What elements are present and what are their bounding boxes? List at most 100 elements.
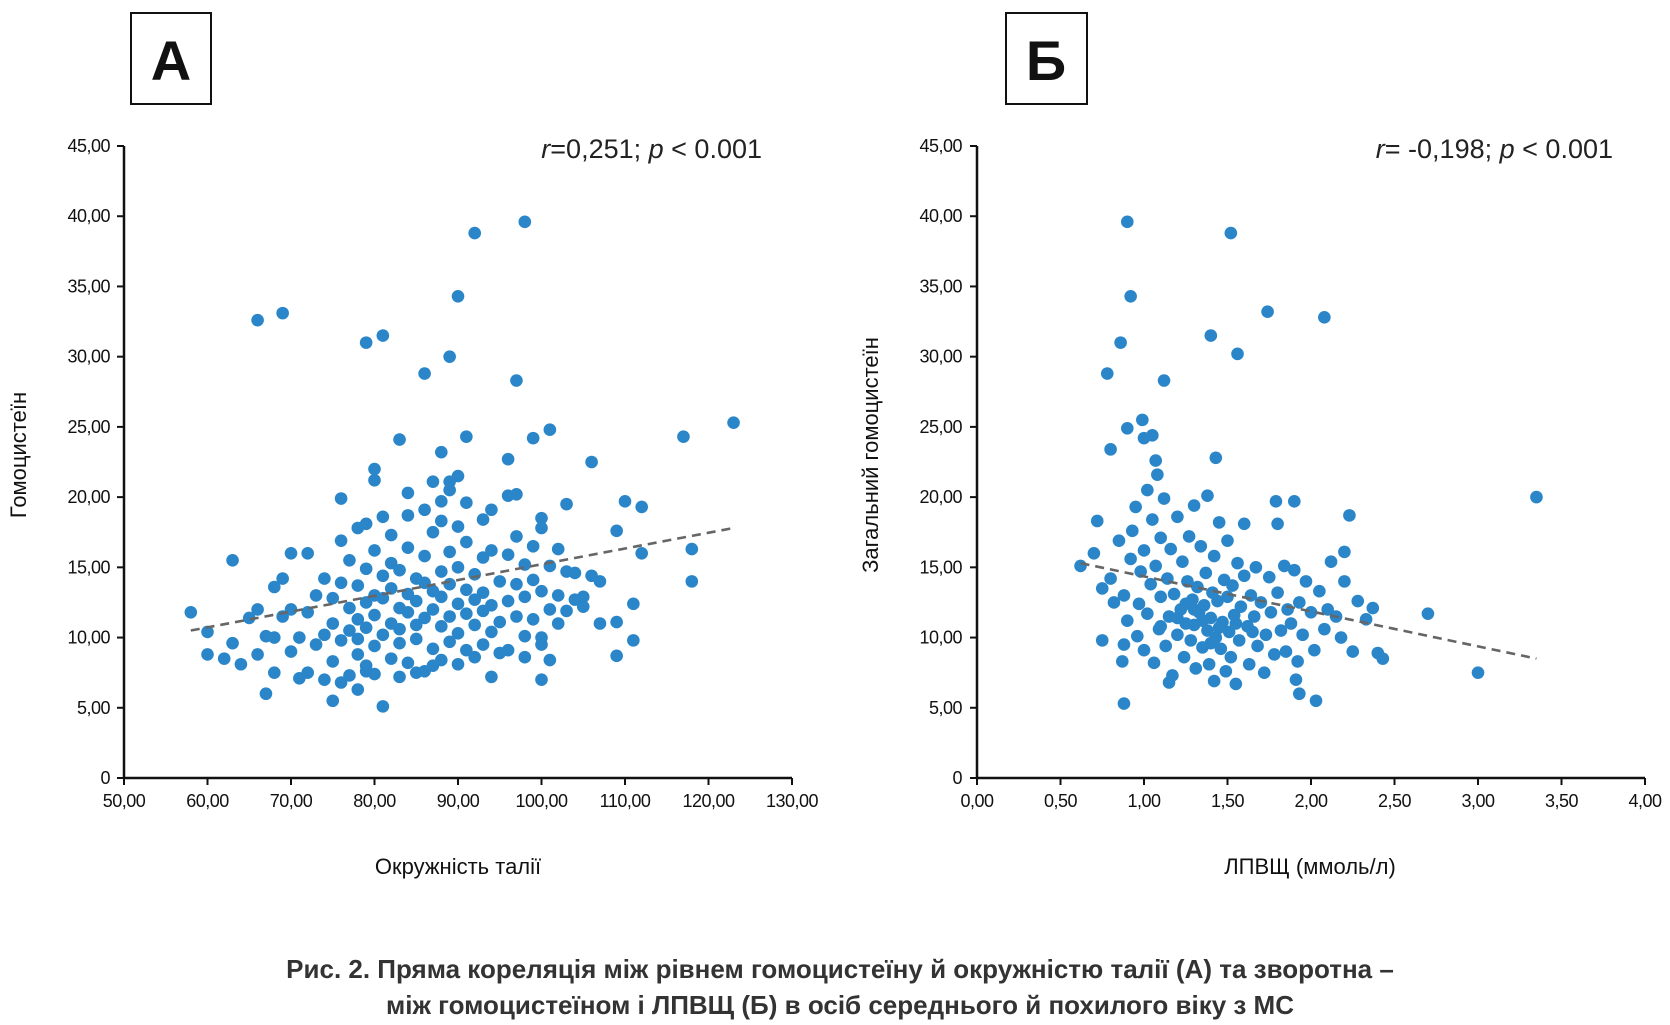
correlation-annotation-b: r= -0,198; p < 0.001 bbox=[1376, 134, 1613, 164]
data-point bbox=[242, 611, 256, 625]
data-point bbox=[1530, 490, 1543, 504]
data-point bbox=[1171, 611, 1184, 625]
x-tick-label: 2,00 bbox=[1294, 791, 1328, 811]
data-point bbox=[576, 590, 590, 604]
data-point bbox=[1124, 552, 1137, 566]
y-tick-label: 45,00 bbox=[67, 136, 110, 156]
data-point bbox=[1107, 596, 1121, 609]
data-point bbox=[359, 596, 373, 609]
data-point bbox=[435, 445, 448, 459]
data-point bbox=[384, 582, 398, 595]
data-point bbox=[334, 576, 348, 590]
data-point bbox=[593, 617, 607, 630]
data-point bbox=[1171, 510, 1184, 524]
data-point bbox=[468, 650, 482, 664]
data-point bbox=[251, 313, 264, 327]
data-point bbox=[393, 622, 406, 636]
data-point bbox=[1293, 687, 1306, 701]
data-point bbox=[359, 336, 373, 349]
data-point bbox=[351, 632, 365, 646]
data-point bbox=[359, 664, 373, 678]
data-point bbox=[1224, 650, 1238, 664]
data-point bbox=[1162, 676, 1176, 689]
data-point bbox=[1289, 673, 1303, 686]
data-point bbox=[1114, 336, 1127, 349]
data-point bbox=[1251, 639, 1264, 653]
data-point bbox=[526, 612, 540, 626]
x-tick-label: 60,00 bbox=[186, 791, 229, 811]
y-axis-title-b: Загальний гомоцистеїн bbox=[858, 337, 883, 573]
x-tick-label: 90,00 bbox=[437, 791, 480, 811]
data-point bbox=[368, 473, 381, 487]
data-point bbox=[685, 542, 699, 556]
data-point bbox=[418, 611, 431, 625]
data-point bbox=[1219, 664, 1233, 678]
data-point bbox=[1124, 289, 1137, 303]
data-point bbox=[610, 649, 623, 663]
y-tick-label: 25,00 bbox=[919, 417, 962, 437]
data-point bbox=[351, 612, 365, 626]
data-point bbox=[560, 604, 573, 618]
data-point bbox=[618, 495, 632, 508]
data-point bbox=[476, 638, 490, 651]
data-point bbox=[435, 514, 448, 528]
data-point bbox=[409, 632, 423, 646]
data-point bbox=[1154, 590, 1167, 604]
data-point bbox=[418, 549, 431, 563]
data-point bbox=[1115, 655, 1129, 668]
data-point bbox=[217, 652, 231, 665]
data-point bbox=[351, 579, 365, 592]
data-point bbox=[1343, 509, 1356, 522]
data-point bbox=[1346, 645, 1360, 658]
data-point bbox=[1136, 413, 1149, 427]
data-point bbox=[259, 687, 273, 701]
data-point bbox=[326, 694, 340, 708]
data-point bbox=[435, 565, 448, 578]
data-point bbox=[476, 551, 490, 564]
data-point bbox=[1288, 563, 1301, 577]
data-point bbox=[234, 657, 248, 671]
data-point bbox=[1197, 598, 1211, 612]
data-point bbox=[384, 556, 398, 570]
data-point bbox=[451, 627, 465, 640]
x-tick-label: 70,00 bbox=[270, 791, 313, 811]
data-point bbox=[1421, 607, 1435, 620]
p-value: < 0.001 bbox=[1515, 134, 1613, 164]
data-point bbox=[1321, 603, 1334, 616]
data-point bbox=[1146, 513, 1159, 526]
data-point bbox=[443, 577, 456, 591]
y-tick-label: 15,00 bbox=[67, 557, 110, 577]
data-point bbox=[1237, 517, 1251, 531]
p-value: < 0.001 bbox=[664, 134, 762, 164]
data-point bbox=[318, 628, 331, 642]
data-point bbox=[326, 655, 340, 668]
data-point bbox=[1104, 443, 1117, 456]
data-point bbox=[426, 659, 440, 672]
y-tick-label: 40,00 bbox=[67, 206, 110, 226]
data-point bbox=[368, 462, 381, 476]
data-point bbox=[318, 572, 331, 585]
data-point bbox=[293, 671, 306, 685]
data-point bbox=[1338, 545, 1351, 559]
data-point bbox=[343, 669, 356, 682]
data-point bbox=[460, 583, 473, 597]
data-point bbox=[1151, 468, 1164, 481]
y-tick-label: 30,00 bbox=[67, 347, 110, 367]
data-point bbox=[251, 648, 264, 661]
data-point bbox=[1146, 429, 1159, 442]
data-point bbox=[1204, 329, 1218, 342]
data-point bbox=[1277, 559, 1291, 573]
data-point bbox=[1224, 226, 1238, 240]
data-point bbox=[201, 648, 214, 661]
data-point bbox=[351, 648, 365, 661]
x-axis-title-a: Окружність талії bbox=[375, 854, 541, 879]
data-point bbox=[368, 639, 381, 653]
data-point bbox=[535, 521, 548, 535]
data-point bbox=[326, 617, 340, 630]
data-point bbox=[1324, 555, 1338, 569]
data-point bbox=[460, 535, 473, 549]
data-point bbox=[460, 496, 473, 510]
data-point bbox=[1222, 625, 1236, 639]
data-point bbox=[576, 600, 590, 613]
data-point bbox=[593, 575, 607, 588]
